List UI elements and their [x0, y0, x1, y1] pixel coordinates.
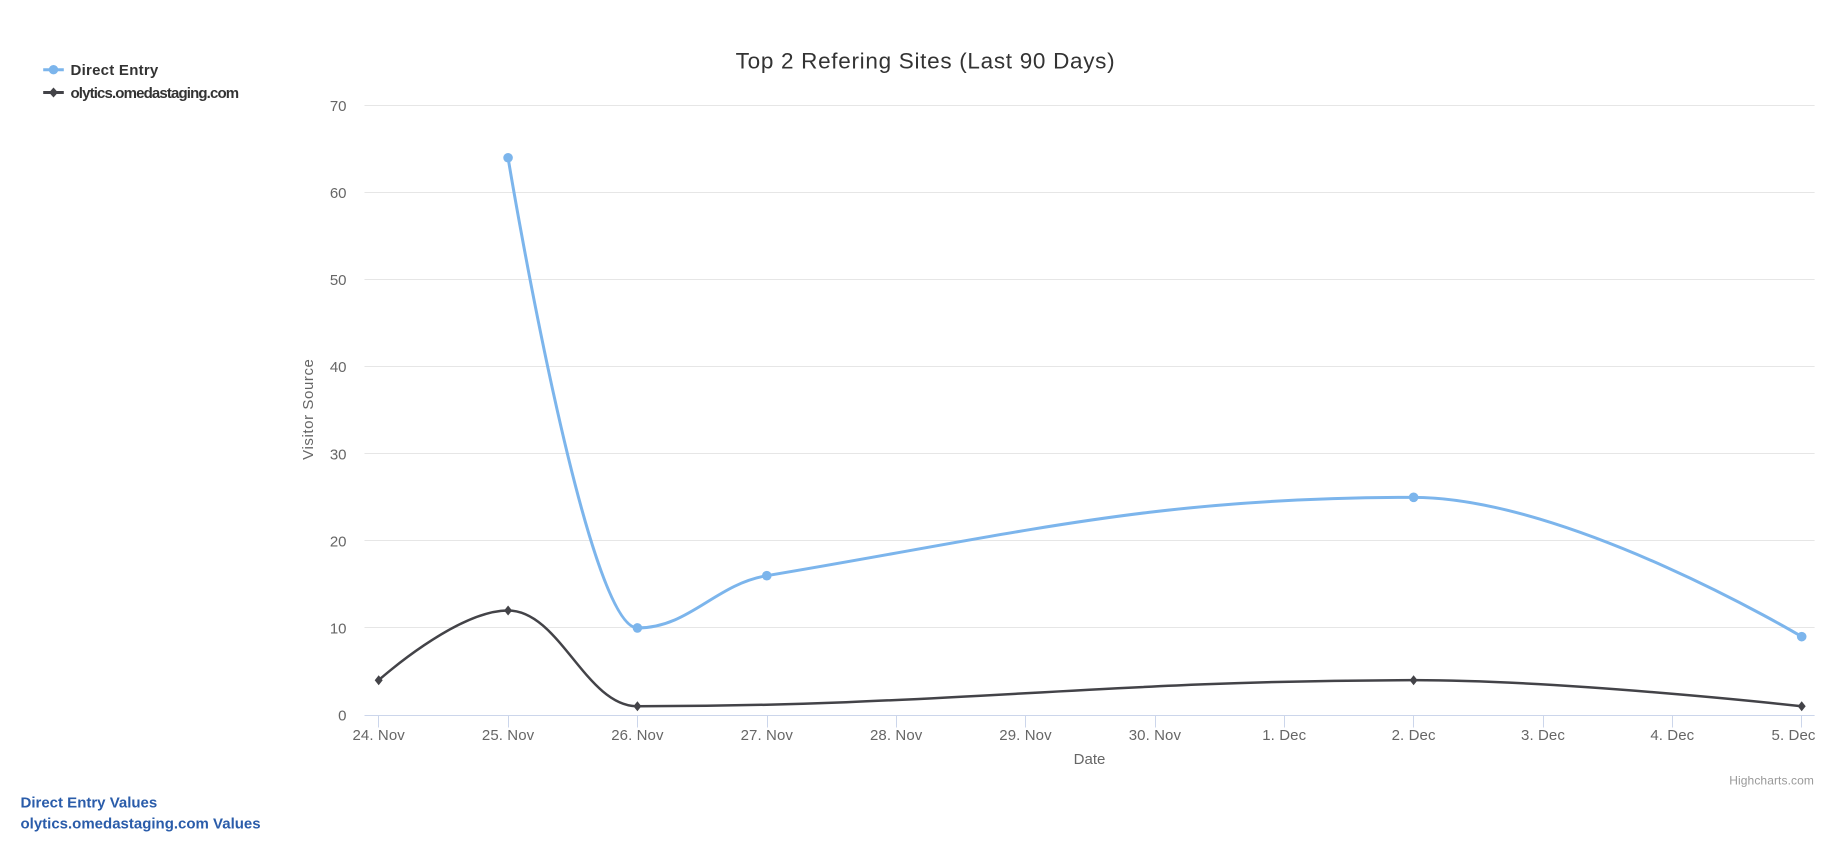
svg-text:1. Dec: 1. Dec — [1262, 727, 1306, 744]
svg-text:40: 40 — [330, 359, 347, 376]
svg-text:2. Dec: 2. Dec — [1392, 727, 1436, 744]
svg-text:4. Dec: 4. Dec — [1650, 727, 1694, 744]
svg-text:Date: Date — [1074, 751, 1106, 768]
svg-text:70: 70 — [330, 98, 347, 115]
svg-text:olytics.omedastaging.com: olytics.omedastaging.com — [71, 85, 239, 102]
svg-text:olytics.omedastaging.com Value: olytics.omedastaging.com Values — [21, 815, 261, 832]
svg-text:0: 0 — [338, 708, 346, 725]
svg-text:26. Nov: 26. Nov — [611, 727, 664, 744]
svg-text:5. Dec: 5. Dec — [1772, 727, 1816, 744]
svg-text:24. Nov: 24. Nov — [352, 727, 405, 744]
svg-text:3. Dec: 3. Dec — [1521, 727, 1565, 744]
svg-text:27. Nov: 27. Nov — [741, 727, 794, 744]
svg-text:30. Nov: 30. Nov — [1129, 727, 1182, 744]
svg-text:Highcharts.com: Highcharts.com — [1729, 773, 1814, 787]
svg-text:Top 2 Refering Sites (Last 90: Top 2 Refering Sites (Last 90 Days) — [736, 49, 1116, 74]
svg-text:29. Nov: 29. Nov — [999, 727, 1052, 744]
svg-text:Direct Entry Values: Direct Entry Values — [21, 794, 158, 811]
svg-text:Direct Entry: Direct Entry — [71, 62, 159, 79]
svg-text:50: 50 — [330, 272, 347, 289]
svg-text:Visitor Source: Visitor Source — [300, 359, 317, 460]
svg-text:20: 20 — [330, 533, 347, 550]
svg-text:30: 30 — [330, 446, 347, 463]
svg-text:10: 10 — [330, 621, 347, 638]
svg-text:60: 60 — [330, 185, 347, 202]
svg-text:25. Nov: 25. Nov — [482, 727, 535, 744]
svg-text:28. Nov: 28. Nov — [870, 727, 923, 744]
